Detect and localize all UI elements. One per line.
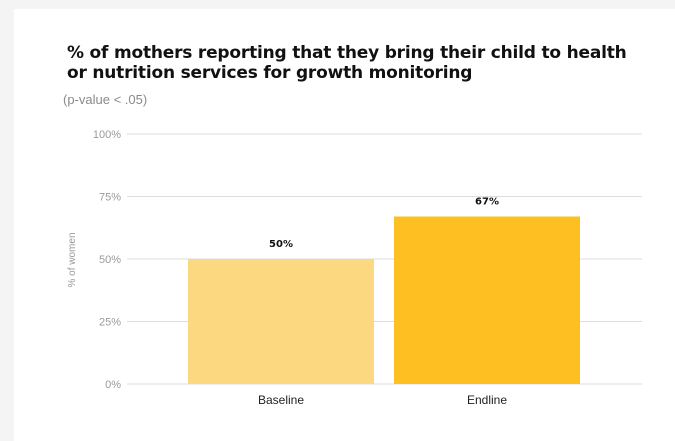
x-tick-label: Baseline [258,393,304,407]
chart-title: % of mothers reporting that they bring t… [67,43,627,83]
data-label: 50% [269,239,293,250]
data-label: 67% [475,197,499,208]
y-axis-tick-labels: 0% 25% 50% 75% 100% [93,129,121,391]
y-tick-label: 25% [99,317,121,329]
bar-endline [394,216,580,384]
y-tick-label: 100% [93,129,121,141]
y-axis-label: % of women [67,232,78,287]
y-tick-label: 75% [99,192,121,204]
x-tick-label: Endline [467,393,507,407]
y-tick-label: 0% [105,379,121,391]
x-axis-tick-labels: Baseline Endline [258,393,507,407]
y-tick-label: 50% [99,254,121,266]
bars [188,216,580,384]
bar-baseline [188,259,374,384]
data-labels: 50% 67% [269,197,499,251]
chart-subtitle: (p-value < .05) [63,92,148,107]
